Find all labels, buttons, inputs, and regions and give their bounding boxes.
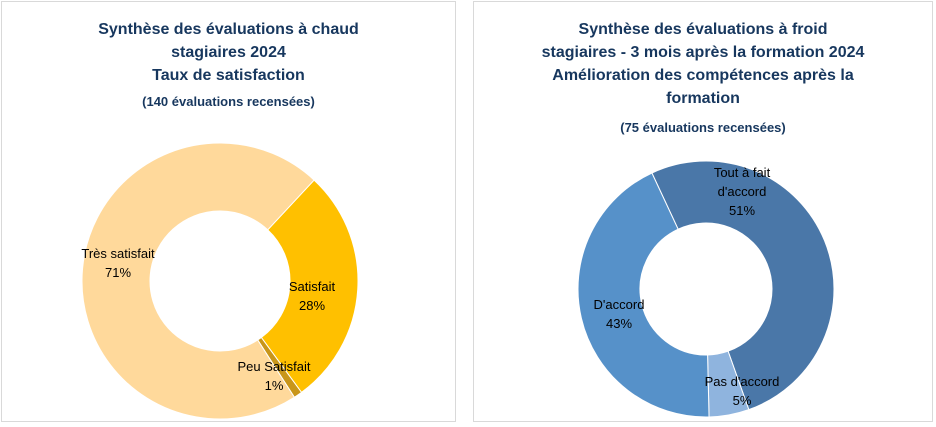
slice-label-satisfait: Satisfait [289, 279, 336, 294]
chart-panel-hot-evaluations: Synthèse des évaluations à chaud stagiai… [1, 1, 456, 422]
slice-percent-pas-d-accord: 5% [733, 393, 752, 408]
chart-title-line-4: formation [666, 90, 740, 107]
chart-title: Synthèse des évaluations à chaud stagiai… [2, 18, 455, 87]
hot-slice-2 [81, 142, 315, 420]
slice-label-tout-a-fait-line-2: d'accord [718, 184, 767, 199]
donut-slices [81, 142, 359, 420]
chart-title-line-2: stagiaires - 3 mois après la formation 2… [541, 44, 865, 61]
slice-percent-satisfait: 28% [299, 298, 325, 313]
donut-chart-hot: Satisfait 28% Peu Satisfait 1% Très sati… [81, 142, 359, 420]
slice-percent-peu-satisfait: 1% [265, 378, 284, 393]
cold-slice-0 [651, 160, 835, 411]
chart-title-line-2: stagiaires 2024 [171, 44, 286, 61]
slice-label-tout-a-fait-line-1: Tout à fait [714, 165, 771, 180]
cold-slice-2 [577, 172, 710, 418]
chart-subtitle: (75 évaluations recensées) [620, 120, 786, 135]
slice-label-pas-d-accord: Pas d'accord [705, 374, 780, 389]
donut-chart-cold: Tout à fait d'accord 51% Pas d'accord 5%… [577, 160, 835, 418]
chart-title-line-1: Synthèse des évaluations à froid [578, 21, 828, 38]
chart-title-line-1: Synthèse des évaluations à chaud [98, 21, 359, 38]
donut-slices [577, 160, 835, 418]
hot-slice-0 [260, 179, 359, 394]
chart-title-line-3: Taux de satisfaction [152, 67, 305, 84]
chart-title-line-3: Amélioration des compétences après la [552, 67, 854, 84]
slice-percent-tres-satisfait: 71% [105, 265, 131, 280]
chart-subtitle: (140 évaluations recensées) [142, 94, 315, 109]
slice-label-peu-satisfait: Peu Satisfait [238, 359, 311, 374]
slice-label-d-accord: D'accord [594, 297, 645, 312]
slice-percent-tout-a-fait: 51% [729, 203, 755, 218]
chart-title: Synthèse des évaluations à froid stagiai… [474, 18, 932, 110]
chart-panel-cold-evaluations: Synthèse des évaluations à froid stagiai… [473, 1, 933, 422]
slice-label-tres-satisfait: Très satisfait [81, 246, 155, 261]
slice-percent-d-accord: 43% [606, 316, 632, 331]
